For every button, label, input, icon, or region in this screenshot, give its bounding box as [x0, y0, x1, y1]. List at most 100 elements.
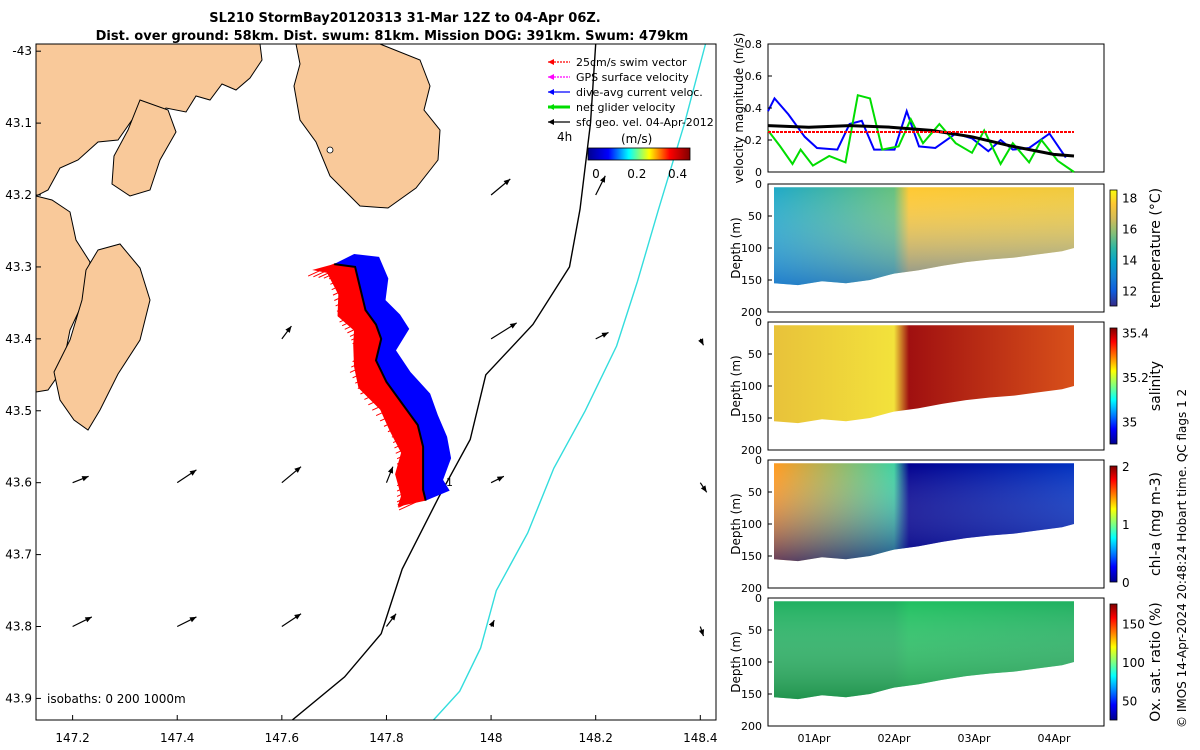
map-x-tick-label: 147.4 — [160, 731, 194, 745]
swim-vector — [387, 419, 415, 433]
colorbar-tick-label: 12 — [1122, 285, 1137, 299]
section-colorbar-label: salinity — [1148, 361, 1164, 411]
swim-vector — [352, 349, 379, 363]
swim-vector — [396, 451, 424, 465]
sfc-geo-vector — [72, 616, 93, 628]
depth-tick-label: 200 — [741, 582, 762, 595]
depth-tick-label: 200 — [741, 306, 762, 319]
swim-vector — [338, 304, 365, 318]
swim-vector — [396, 446, 424, 460]
swim-vector — [397, 492, 424, 506]
swim-vector — [349, 359, 377, 373]
swim-vector — [383, 413, 411, 427]
swim-vector — [391, 424, 419, 438]
time-tick-label: 02Apr — [877, 732, 911, 745]
legend-entry: sfc geo. vel. 04-Apr-2012 — [548, 116, 714, 129]
section-colorbar — [1109, 189, 1118, 307]
swim-vector — [352, 331, 379, 345]
map-x-tick-label: 148.2 — [579, 731, 613, 745]
sfc-geo-vector — [698, 626, 705, 637]
swim-vector — [396, 484, 424, 497]
colorbar-tick-label: 2 — [1122, 460, 1130, 474]
section-colorbar — [1109, 465, 1118, 583]
map-y-tick-label: 43.5 — [5, 404, 32, 418]
title-line-1: SL210 StormBay20120313 31-Mar 12Z to 04-… — [209, 11, 601, 26]
depth-tick-label: 0 — [755, 316, 762, 329]
map-y-tick-label: 43.6 — [5, 476, 32, 490]
depth-tick-label: 100 — [741, 518, 762, 531]
sfc-geo-vector — [281, 466, 302, 484]
map-panel: 147.2 147.4 147.6 147.8 148 148.2 148.4 -43 43.… — [5, 43, 717, 745]
swim-vector — [351, 327, 378, 341]
depth-tick-label: 150 — [741, 550, 762, 563]
colorbar-tick-label: 150 — [1122, 617, 1145, 631]
map-x-tick-label: 147.6 — [265, 731, 299, 745]
depth-tick-label: 0 — [755, 454, 762, 467]
colorbar-tick-label: 0 — [1122, 576, 1130, 590]
depth-tick-label: 150 — [741, 688, 762, 701]
title-line-2: Dist. over ground: 58km. Dist. swum: 81k… — [96, 29, 689, 44]
colorbar-tick-label: 35.4 — [1122, 326, 1149, 340]
colorbar-tick-label: 50 — [1122, 695, 1137, 709]
sfc-geo-vector — [385, 613, 397, 627]
section-panel: 0 50 100 150 200 Depth (m) 35 35.2 35.4 salinity — [729, 316, 1164, 457]
map-y-tick-label: 43.1 — [5, 116, 32, 130]
swim-vector — [351, 354, 378, 368]
swim-vector — [396, 473, 424, 487]
section-field-shade — [774, 325, 1074, 424]
swim-vector — [323, 265, 351, 279]
map-x-ticks: 147.2 147.4 147.6 147.8 148 148.2 148.4 — [55, 715, 717, 745]
section-colorbar-label: temperature (°C) — [1148, 188, 1164, 308]
legend-entry: 25cm/s swim vector — [548, 56, 687, 69]
depth-tick-label: 100 — [741, 380, 762, 393]
swim-vector — [313, 264, 340, 278]
depth-tick-label: 200 — [741, 720, 762, 733]
velocity-plot-area — [767, 43, 1105, 173]
map-colorbar: 0 0.2 0.4 — [587, 147, 691, 181]
map-x-tick-label: 147.2 — [55, 731, 89, 745]
colorbar-tick-label: 16 — [1122, 223, 1137, 237]
swim-vector — [307, 263, 335, 277]
swim-vector — [341, 313, 369, 327]
sfc-geo-vector — [595, 331, 609, 340]
section-colorbar-label: chl-a (mg m-3) — [1148, 472, 1164, 576]
section-field-shade — [774, 187, 1074, 286]
section-ylabel: Depth (m) — [729, 631, 743, 692]
swim-vector — [396, 467, 424, 481]
swim-vector — [353, 343, 381, 357]
legend-label: sfc geo. vel. 04-Apr-2012 — [576, 116, 714, 129]
colorbar-gradient — [587, 147, 691, 161]
time-tick-label: 04Apr — [1037, 732, 1071, 745]
sfc-geo-vector — [490, 178, 511, 196]
swim-vector — [355, 370, 382, 384]
depth-tick-label: 0 — [755, 178, 762, 191]
sfc-geo-vector — [281, 613, 302, 628]
glider-track-line — [334, 263, 427, 501]
time-axis-ticks: 01Apr 02Apr 03Apr 04Apr — [797, 732, 1071, 745]
colorbar-tick-label: 0.4 — [668, 167, 687, 181]
swim-vector — [349, 324, 377, 337]
velocity-series — [767, 93, 1075, 173]
velocity-y-tick-label: 0.2 — [745, 134, 763, 147]
swim-vector — [396, 478, 424, 492]
legend-label: net glider velocity — [576, 101, 676, 114]
colorbar-unit-label: (m/s) — [621, 132, 652, 146]
land-polygon — [53, 243, 151, 431]
section-colorbar — [1109, 327, 1118, 445]
depth-tick-label: 50 — [748, 348, 762, 361]
velocity-y-tick-label: 0.6 — [745, 70, 763, 83]
sfc-geo-vector — [698, 338, 705, 346]
sfc-geo-vector — [281, 325, 292, 340]
time-tick-label: 01Apr — [797, 732, 831, 745]
sfc-geo-vector — [385, 466, 394, 483]
sfc-geo-vector — [490, 322, 517, 340]
scale-label: 4h — [557, 130, 572, 144]
colorbar-tick-label: 14 — [1122, 254, 1137, 268]
map-y-ticks: -43 43.1 43.2 43.3 43.4 43.5 43.6 43.7 43.8 43.9 — [5, 44, 41, 705]
sfc-geo-vector — [488, 619, 495, 628]
swim-vector — [396, 457, 424, 470]
map-x-tick-label: 148 — [480, 731, 503, 745]
swim-vector — [318, 265, 345, 278]
map-y-tick-label: 43.2 — [5, 188, 32, 202]
